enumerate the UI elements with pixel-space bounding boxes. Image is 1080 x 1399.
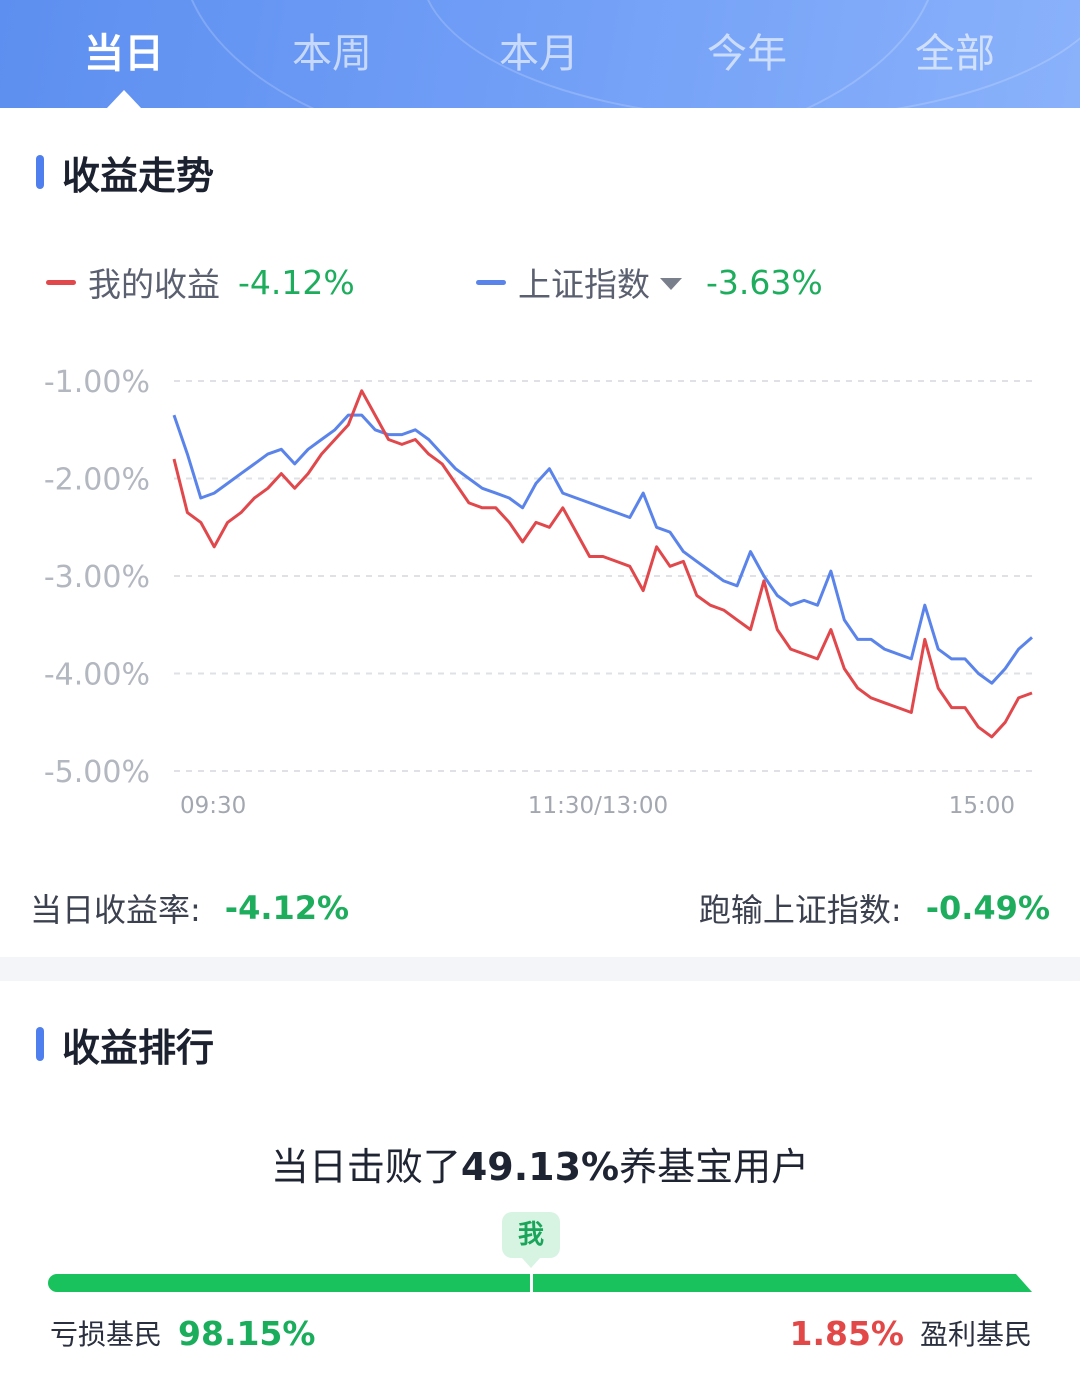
rank-headline-prefix: 当日击败了 — [270, 1145, 461, 1189]
return-trend-chart: -1.00% -2.00% -3.00% -4.00% -5.00% 09:30 11:30… — [44, 365, 1033, 819]
y-tick-label: -3.00% — [44, 560, 150, 595]
me-marker-badge: 我 — [502, 1212, 560, 1258]
x-tick-label: 11:30/13:00 — [528, 793, 668, 819]
tab-year[interactable]: 今年 — [707, 31, 787, 77]
trend-section-heading: 收益走势 — [36, 150, 214, 198]
rank-section-title: 收益排行 — [62, 1025, 215, 1070]
legend-my-return-label: 我的收益 — [88, 265, 220, 304]
heading-accent-bar — [36, 155, 44, 189]
loss-investors: 亏损基民 98.15% — [50, 1310, 315, 1356]
section-divider — [0, 957, 1080, 981]
day-return-label: 当日收益率: — [30, 891, 201, 929]
legend-my-return: 我的收益 -4.12% — [46, 258, 355, 306]
gain-investors-value: 1.85% — [789, 1313, 904, 1353]
y-tick-label: -1.00% — [44, 365, 150, 400]
rank-position-marker — [530, 1268, 533, 1294]
tab-month[interactable]: 本月 — [499, 31, 579, 77]
series-line-sse-index — [172, 413, 1033, 685]
legend-index-selector[interactable]: 上证指数 -3.63% — [476, 258, 823, 306]
tab-today[interactable]: 当日 — [84, 31, 164, 77]
tab-all[interactable]: 全部 — [915, 31, 995, 77]
x-tick-label: 09:30 — [180, 793, 246, 819]
rank-section-heading: 收益排行 — [36, 1022, 214, 1070]
active-tab-indicator — [107, 90, 141, 108]
gain-investors-label: 盈利基民 — [919, 1318, 1032, 1351]
vs-index-summary: 跑输上证指数: -0.49% — [699, 884, 1050, 932]
rank-headline-percent: 49.13% — [460, 1145, 620, 1189]
y-tick-label: -5.00% — [44, 755, 150, 790]
tab-week[interactable]: 本周 — [292, 31, 372, 77]
me-marker-tip — [522, 1258, 540, 1268]
legend-swatch-red — [46, 279, 76, 285]
legend-index-label[interactable]: 上证指数 — [518, 265, 650, 304]
legend-swatch-blue — [476, 279, 506, 285]
legend-index-value: -3.63% — [706, 262, 823, 302]
trend-section-title: 收益走势 — [62, 153, 215, 198]
legend-my-return-value: -4.12% — [238, 262, 355, 302]
rank-headline: 当日击败了49.13%养基宝用户 — [0, 1136, 1080, 1191]
gain-investors: 1.85% 盈利基民 — [789, 1310, 1032, 1356]
period-tabs: 当日 本周 本月 今年 全部 — [0, 0, 1080, 108]
rank-progress-bar — [48, 1274, 1032, 1292]
rank-headline-suffix: 养基宝用户 — [619, 1145, 810, 1189]
loss-investors-label: 亏损基民 — [50, 1318, 163, 1351]
day-return-summary: 当日收益率: -4.12% — [30, 884, 349, 932]
heading-accent-bar — [36, 1027, 44, 1061]
day-return-value: -4.12% — [224, 889, 350, 927]
loss-investors-value: 98.15% — [178, 1313, 316, 1353]
vs-index-label: 跑输上证指数: — [698, 891, 902, 929]
y-tick-label: -4.00% — [44, 658, 150, 693]
y-tick-label: -2.00% — [44, 463, 150, 498]
vs-index-value: -0.49% — [925, 889, 1050, 927]
caret-down-icon[interactable] — [660, 278, 682, 290]
series-line-my-return — [172, 389, 1033, 739]
x-tick-label: 15:00 — [949, 793, 1015, 819]
